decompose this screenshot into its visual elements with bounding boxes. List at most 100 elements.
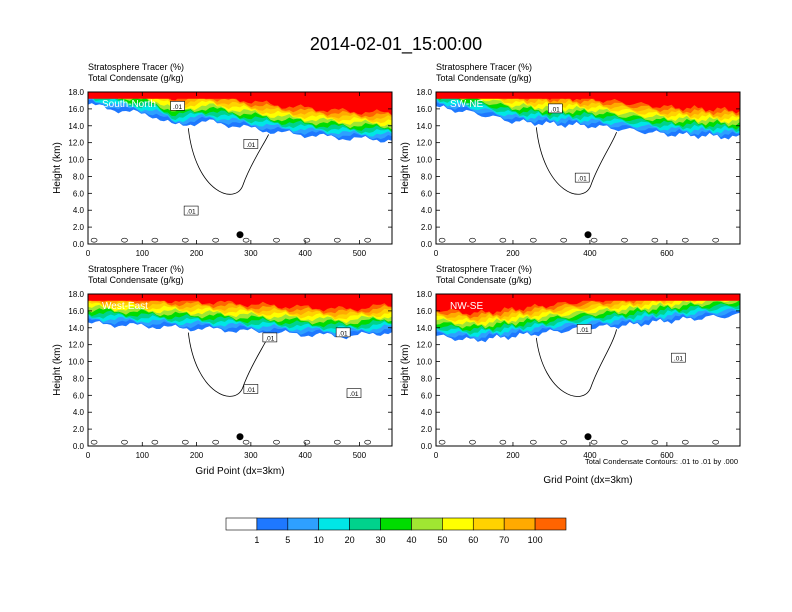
colorbar-label: 20 bbox=[345, 535, 355, 545]
contour-label-box bbox=[574, 172, 590, 183]
contour-label: .01 bbox=[578, 176, 587, 183]
colorbar-swatch bbox=[472, 517, 505, 531]
y-tick-label: 14.0 bbox=[416, 122, 432, 131]
y-tick-label: 8.0 bbox=[421, 172, 433, 181]
y-tick-label: 18.0 bbox=[416, 290, 432, 299]
tracer-band-top bbox=[436, 92, 740, 99]
y-tick-label: 12.0 bbox=[416, 341, 432, 350]
surface-contour bbox=[364, 237, 371, 243]
y-tick-label: 16.0 bbox=[416, 307, 432, 316]
tracer-band-top bbox=[88, 294, 392, 301]
x-tick-label: 0 bbox=[86, 249, 91, 258]
panel-header-line2: Total Condensate (g/kg) bbox=[436, 73, 532, 83]
y-tick-label: 0.0 bbox=[73, 240, 85, 249]
y-tick-label: 4.0 bbox=[73, 408, 85, 417]
x-tick-label: 200 bbox=[506, 451, 520, 460]
colorbar-label: 10 bbox=[314, 535, 324, 545]
surface-contour bbox=[712, 237, 719, 243]
x-axis-label: Grid Point (dx=3km) bbox=[195, 466, 284, 477]
condensate-contour bbox=[187, 332, 269, 397]
colorbar: 1 5 10 20 30 40 50 60 70 100 bbox=[225, 517, 567, 545]
y-axis-label: Height (km) bbox=[400, 344, 411, 396]
panel-header-line1: Stratosphere Tracer (%) bbox=[436, 62, 532, 72]
contour-label: .01 bbox=[265, 335, 274, 342]
plot-frame bbox=[435, 91, 741, 245]
y-tick-label: 10.0 bbox=[416, 358, 432, 367]
y-tick-label: 0.0 bbox=[421, 442, 433, 451]
x-tick-label: 0 bbox=[434, 451, 439, 460]
contour-label: .01 bbox=[674, 356, 683, 363]
surface-contour bbox=[469, 439, 476, 445]
x-tick-label: 500 bbox=[353, 249, 367, 258]
surface-contour bbox=[212, 439, 219, 445]
surface-contour bbox=[90, 237, 98, 243]
surface-contour bbox=[681, 237, 689, 243]
x-tick-label: 400 bbox=[583, 249, 597, 258]
colorbar-label: 50 bbox=[437, 535, 447, 545]
y-axis-label: Height (km) bbox=[52, 142, 63, 194]
surface-contour bbox=[181, 237, 189, 243]
contour-label: .01 bbox=[246, 142, 255, 149]
panel-header-line2: Total Condensate (g/kg) bbox=[88, 73, 184, 83]
y-tick-label: 6.0 bbox=[73, 189, 85, 198]
colorbar-swatch bbox=[349, 517, 381, 531]
surface-contour bbox=[364, 439, 371, 445]
colorbar-swatch bbox=[442, 517, 474, 531]
x-tick-label: 500 bbox=[353, 451, 367, 460]
y-tick-label: 16.0 bbox=[68, 105, 84, 114]
y-tick-label: 16.0 bbox=[68, 307, 84, 316]
plot-frame bbox=[435, 293, 741, 447]
contour-label-box bbox=[243, 384, 259, 394]
y-tick-label: 4.0 bbox=[73, 206, 85, 215]
y-tick-label: 8.0 bbox=[73, 172, 85, 181]
plot-frame bbox=[87, 293, 393, 447]
panel-header-line1: Stratosphere Tracer (%) bbox=[88, 62, 184, 72]
x-axis-label: Grid Point (dx=3km) bbox=[543, 475, 632, 486]
panel-header-line1: Stratosphere Tracer (%) bbox=[88, 264, 184, 274]
surface-contour bbox=[590, 237, 598, 243]
y-tick-label: 4.0 bbox=[421, 408, 433, 417]
y-tick-label: 14.0 bbox=[68, 324, 84, 333]
contour-label-box bbox=[346, 388, 362, 398]
y-tick-label: 6.0 bbox=[73, 391, 85, 400]
contour-label-box bbox=[547, 103, 563, 114]
chart-title: 2014-02-01_15:00:00 bbox=[310, 34, 482, 55]
colorbar-swatch bbox=[256, 517, 289, 531]
y-tick-label: 10.0 bbox=[68, 358, 84, 367]
colorbar-swatch bbox=[287, 517, 320, 531]
tracer-band-top bbox=[88, 92, 392, 99]
surface-contour bbox=[529, 237, 537, 243]
panel-header-line2: Total Condensate (g/kg) bbox=[88, 275, 184, 285]
surface-contour bbox=[303, 237, 311, 243]
y-tick-label: 18.0 bbox=[68, 290, 84, 299]
y-tick-label: 8.0 bbox=[73, 374, 85, 383]
surface-contour bbox=[212, 237, 219, 243]
contour-label: .01 bbox=[580, 327, 589, 334]
colorbar-swatch bbox=[534, 517, 567, 531]
surface-contour bbox=[712, 439, 719, 445]
x-tick-label: 200 bbox=[506, 249, 520, 258]
y-tick-label: 0.0 bbox=[421, 240, 433, 249]
contour-label: .01 bbox=[187, 209, 196, 216]
panel-2: Stratosphere Tracer (%)Total Condensate … bbox=[400, 62, 741, 258]
contour-label: .01 bbox=[246, 387, 255, 394]
colorbar-label: 1 bbox=[254, 535, 259, 545]
y-tick-label: 16.0 bbox=[416, 105, 432, 114]
contour-label-box bbox=[671, 352, 686, 363]
panel-header-line1: Stratosphere Tracer (%) bbox=[436, 264, 532, 274]
colorbar-label: 5 bbox=[285, 535, 290, 545]
surface-contour bbox=[438, 439, 446, 445]
footnote: Total Condensate Contours: .01 to .01 by… bbox=[585, 457, 738, 466]
x-tick-label: 400 bbox=[298, 249, 312, 258]
y-tick-label: 6.0 bbox=[421, 391, 433, 400]
surface-contour bbox=[121, 439, 128, 445]
contour-label: .01 bbox=[551, 106, 560, 113]
contour-label-box bbox=[576, 324, 592, 334]
panel-label: NW-SE bbox=[450, 301, 483, 312]
y-tick-label: 6.0 bbox=[421, 189, 433, 198]
x-tick-label: 600 bbox=[660, 451, 674, 460]
tracer-band-top bbox=[436, 294, 740, 301]
surface-contour bbox=[621, 237, 628, 243]
surface-contour bbox=[242, 237, 250, 243]
surface-contour bbox=[560, 237, 567, 243]
